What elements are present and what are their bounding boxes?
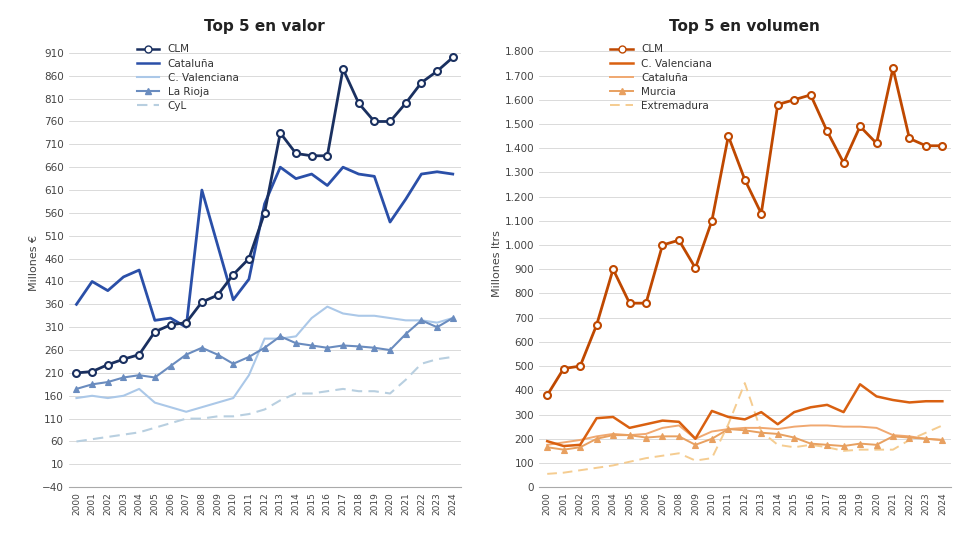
Title: Top 5 en valor: Top 5 en valor bbox=[204, 19, 325, 34]
Y-axis label: Millones €: Millones € bbox=[29, 235, 39, 291]
Y-axis label: Millones ltrs: Millones ltrs bbox=[492, 230, 502, 297]
Legend: CLM, Cataluña, C. Valenciana, La Rioja, CyL: CLM, Cataluña, C. Valenciana, La Rioja, … bbox=[136, 44, 239, 111]
Legend: CLM, C. Valenciana, Cataluña, Murcia, Extremadura: CLM, C. Valenciana, Cataluña, Murcia, Ex… bbox=[611, 44, 712, 111]
Title: Top 5 en volumen: Top 5 en volumen bbox=[669, 19, 820, 34]
